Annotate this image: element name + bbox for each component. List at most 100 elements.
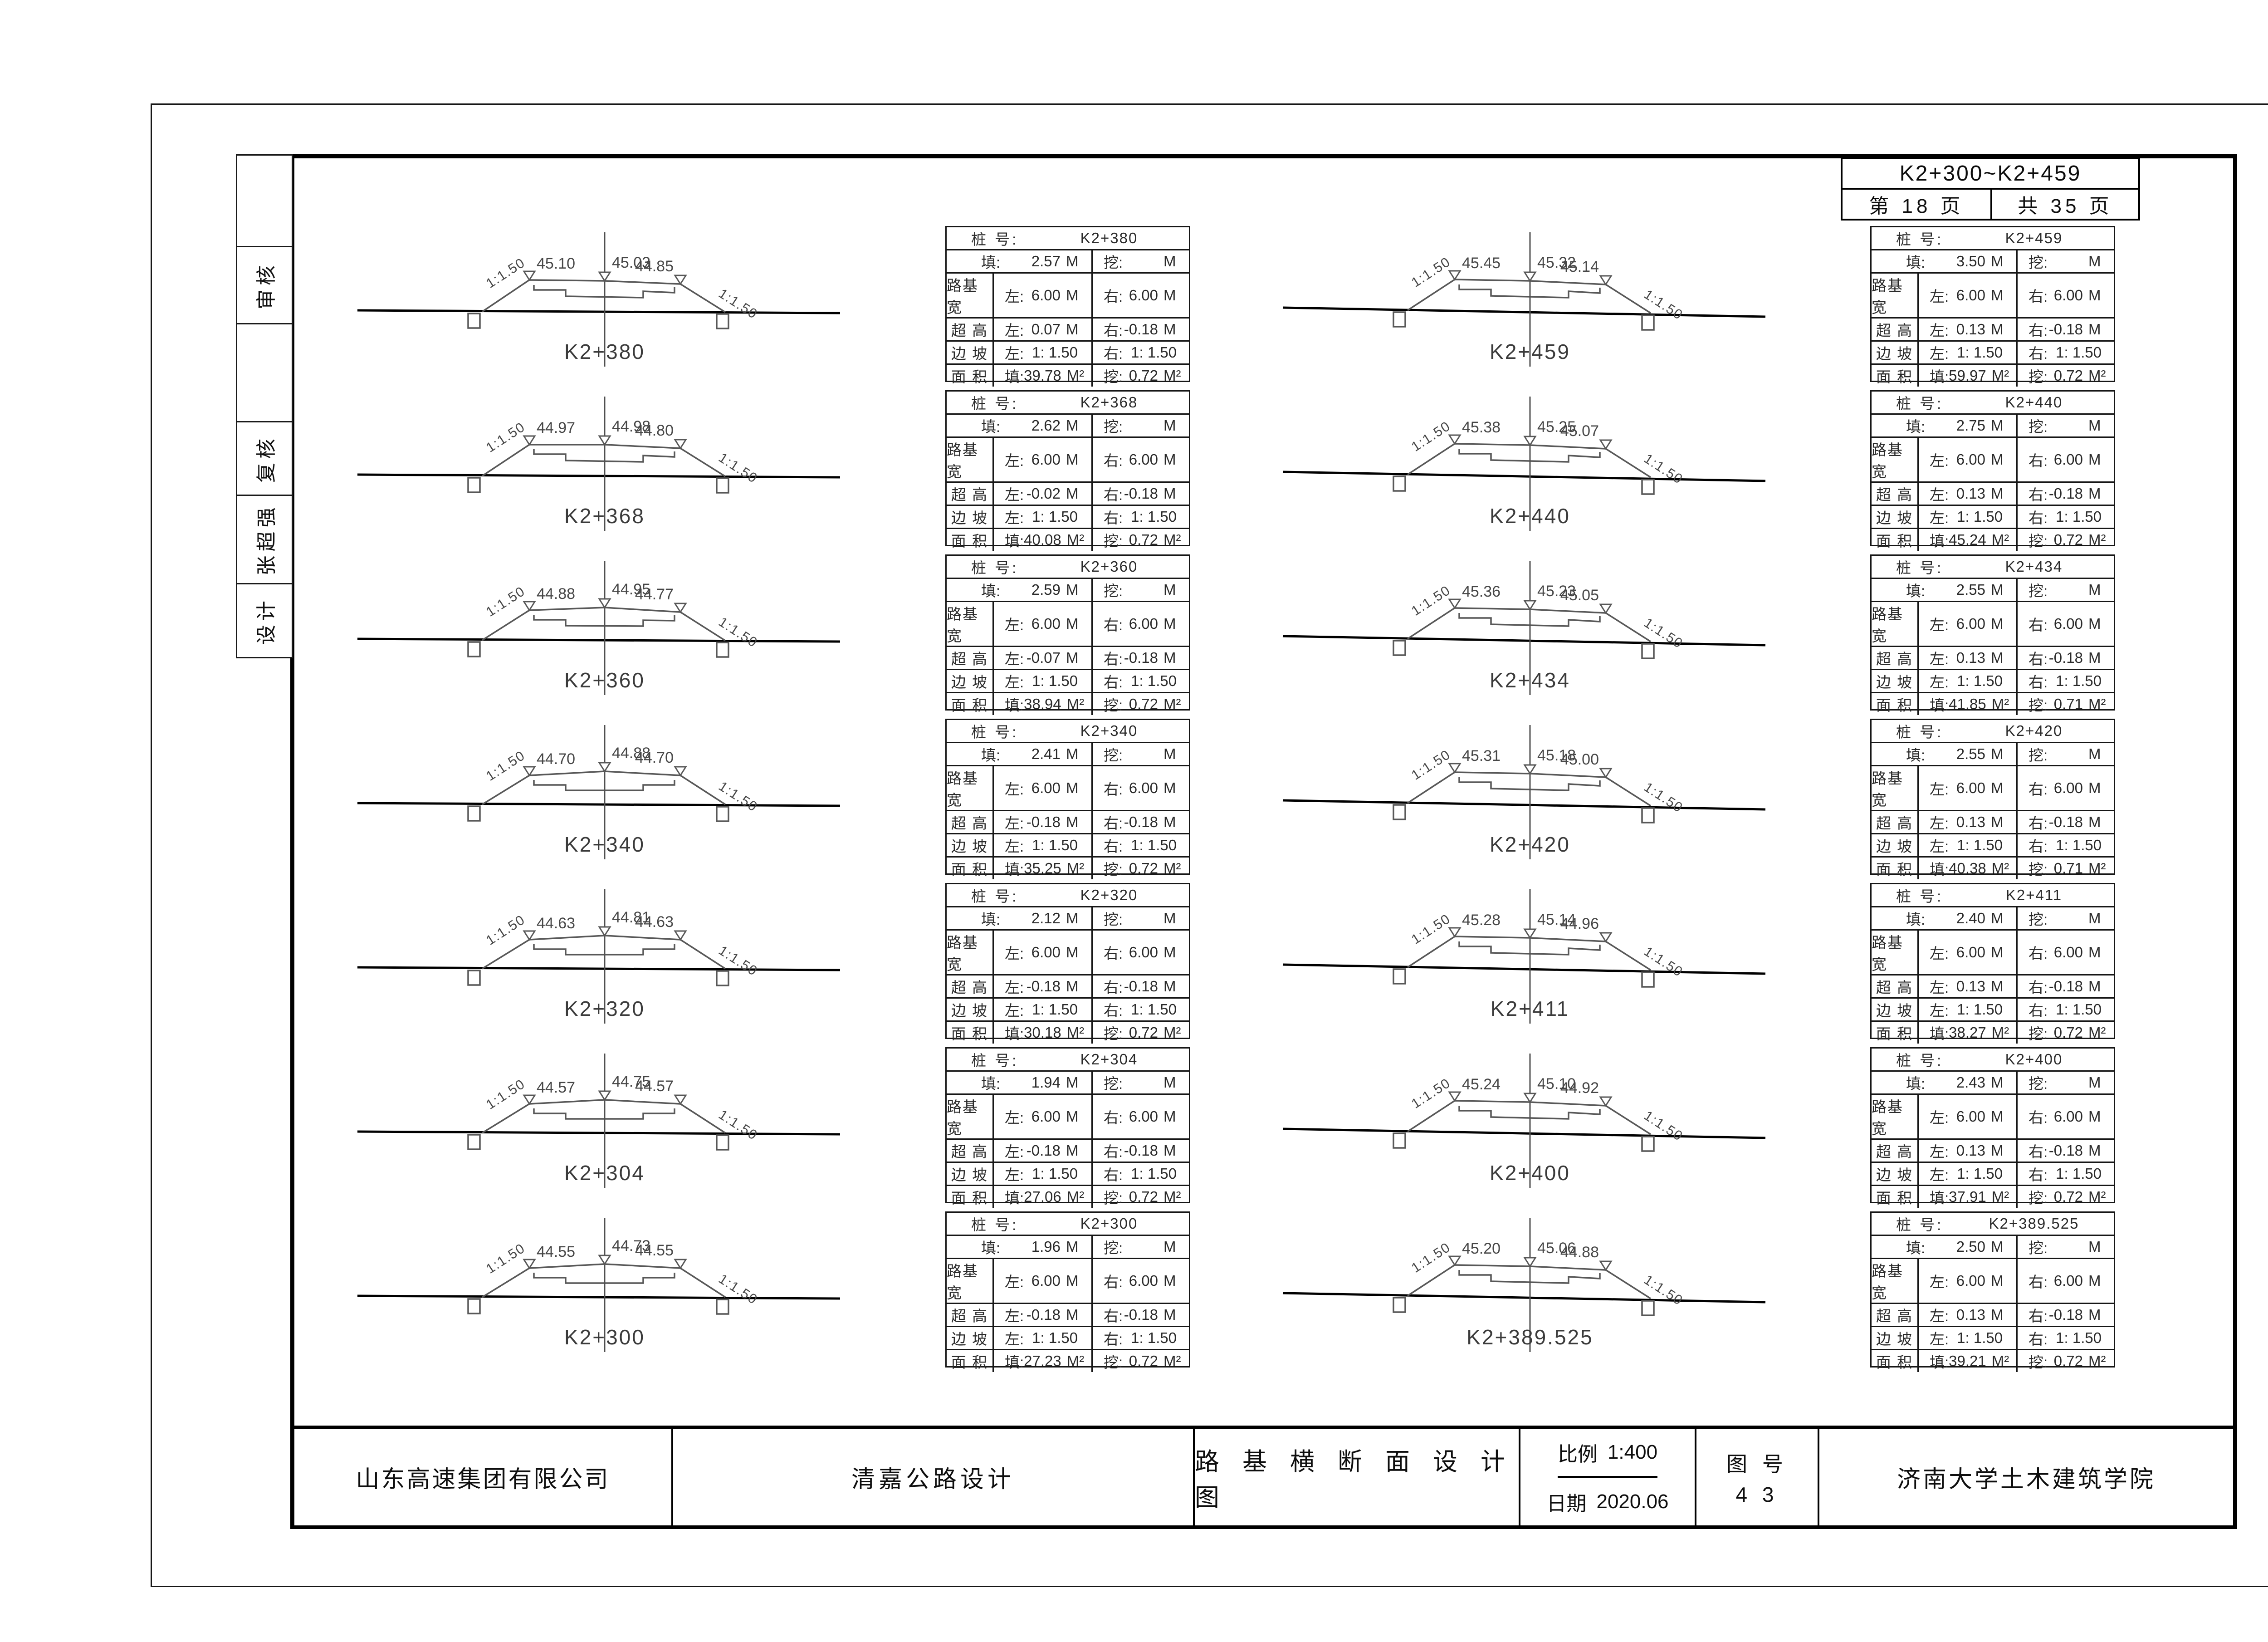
station-label: K2+389.525: [1466, 1325, 1593, 1349]
slope-label-right: 1:1.50: [716, 1107, 760, 1143]
section-table-k2+320: 桩 号: K2+320 填: 2.12 M 挖: M 路基宽 左: 6.00 M 右: 6.00 M …: [945, 883, 1190, 1044]
station-label: K2+300: [564, 1325, 645, 1349]
station-label: K2+360: [564, 668, 645, 692]
station-value: K2+459: [2005, 230, 2063, 246]
slope-label-right: 1:1.50: [1641, 615, 1686, 652]
title-block: 山东高速集团有限公司 清嘉公路设计 路 基 横 断 面 设 计 图 比例 1:40…: [294, 1426, 2233, 1525]
cross-section-k2+434: 45.36 45.23 45.05 1:1.50 1:1.50 K2+434: [1279, 549, 1769, 721]
station-label: K2+400: [1490, 1161, 1570, 1185]
elevation-left: 45.31: [1462, 747, 1501, 765]
super-left: 左: 0.07 M: [994, 319, 1093, 340]
station-label: K2+459: [1490, 340, 1570, 363]
elevation-left: 44.55: [537, 1243, 575, 1260]
elevation-center: 44.98: [612, 418, 650, 435]
institute-name: 济南大学土木建筑学院: [1818, 1429, 2233, 1525]
station-label: K2+320: [564, 997, 645, 1020]
cross-section-drawing: 44.70 44.88 44.70 1:1.50 1:1.50: [357, 725, 841, 859]
section-table-k2+304: 桩 号: K2+304 填: 1.94 M 挖: M 路基宽 左: 6.00 M 右: 6.00 M …: [945, 1047, 1190, 1208]
cross-section-drawing: 44.88 44.95 44.77 1:1.50 1:1.50: [357, 561, 841, 695]
slope-label-right: 1:1.50: [716, 1271, 760, 1308]
cross-section-drawing: 44.55 44.73 44.55 1:1.50 1:1.50: [357, 1218, 841, 1352]
elevation-center: 44.88: [612, 745, 650, 762]
date-label: 日期: [1546, 1493, 1587, 1515]
elevation-right: 44.88: [1560, 1244, 1599, 1261]
cross-section-k2+459: 45.45 45.32 45.14 1:1.50 1:1.50 K2+459: [1279, 221, 1769, 393]
station-label: K2+411: [1490, 997, 1570, 1020]
elevation-left: 45.36: [1462, 583, 1501, 600]
cut-cell: 挖: M: [1104, 253, 1176, 271]
cross-section-drawing: 45.31 45.18 45.00 1:1.50 1:1.50: [1282, 725, 1766, 859]
station-value: K2+389.525: [1989, 1215, 2079, 1232]
station-value: K2+300: [1080, 1215, 1138, 1232]
level-marker-icon: [598, 271, 611, 282]
cross-section-drawing: 45.45 45.32 45.14 1:1.50 1:1.50: [1282, 232, 1766, 367]
section-table-k2+380: 桩 号: K2+380 填: 2.57 M 挖: M 路基宽 左: 6.00 M 右: 6.00 M …: [945, 226, 1190, 387]
sidebar-blank-1: [236, 154, 293, 247]
section-table-k2+420: 桩 号: K2+420 填: 2.55 M 挖: M 路基宽 左: 6.00 M 右: 6.00 M …: [1870, 719, 2115, 879]
cross-section-drawing: 44.57 44.75 44.57 1:1.50 1:1.50: [357, 1054, 841, 1188]
elevation-left: 45.38: [1462, 419, 1501, 436]
scale-date-cell: 比例 1:400 日期 2020.06: [1519, 1429, 1695, 1525]
station-value: K2+340: [1080, 722, 1138, 739]
sidebar-signature: 张超强: [236, 495, 293, 584]
slope-left: 左: 1: 1.50: [994, 342, 1093, 363]
elevation-left: 44.70: [537, 750, 575, 768]
elevation-right: 44.92: [1560, 1079, 1599, 1097]
cross-section-k2+400: 45.24 45.10 44.92 1:1.50 1:1.50 K2+400: [1279, 1042, 1769, 1214]
slope-label-left: 1:1.50: [484, 1076, 528, 1113]
station-label: K2+380: [564, 340, 645, 363]
station-label: K2+434: [1490, 668, 1570, 692]
elevation-center: 44.95: [612, 581, 650, 598]
elevation-right: 44.80: [635, 422, 674, 439]
section-table-k2+434: 桩 号: K2+434 填: 2.55 M 挖: M 路基宽 左: 6.00 M 右: 6.00 M …: [1870, 554, 2115, 715]
figure-number-label: 图 号: [1726, 1452, 1788, 1476]
inner-border: [290, 154, 2237, 1529]
cross-section-k2+440: 45.38 45.25 45.07 1:1.50 1:1.50 K2+440: [1279, 385, 1769, 557]
super-header: 超 高: [947, 319, 994, 340]
cross-section-k2+360: 44.88 44.95 44.77 1:1.50 1:1.50 K2+360: [354, 549, 844, 721]
elevation-center: 45.18: [1537, 747, 1576, 764]
company-name: 山东高速集团有限公司: [356, 1466, 610, 1493]
elevation-right: 45.14: [1560, 258, 1599, 275]
elevation-right: 45.05: [1560, 587, 1599, 604]
outer-border: [151, 103, 2268, 1587]
station-value: K2+380: [1080, 230, 1138, 246]
level-marker-icon: [674, 274, 687, 285]
slope-right: 右: 1: 1.50: [1104, 344, 1177, 362]
toe-square: [467, 313, 481, 329]
elevation-right: 44.96: [1560, 915, 1599, 932]
elevation-center: 45.06: [1537, 1240, 1576, 1257]
elevation-right: 45.00: [1560, 751, 1599, 768]
page-number: 第 18 页: [1843, 190, 1992, 219]
elevation-center: 45.10: [1537, 1075, 1576, 1093]
slope-label-left: 1:1.50: [484, 748, 528, 784]
roadbed-right: 右: 6.00 M: [1104, 287, 1176, 305]
elevation-left: 45.20: [1462, 1240, 1501, 1257]
slope-label-right: 1:1.50: [1641, 287, 1686, 323]
cross-section-drawing: 45.20 45.06 44.88 1:1.50 1:1.50: [1282, 1218, 1766, 1352]
section-table-k2+389.525: 桩 号: K2+389.525 填: 2.50 M 挖: M 路基宽 左: 6.00 M 右: 6.…: [1870, 1211, 2115, 1372]
elevation-right: 44.85: [635, 258, 674, 275]
sidebar-blank-2: [236, 323, 293, 422]
fill-cell: 填: 2.57 M: [947, 250, 1093, 272]
station-label: K2+368: [564, 504, 645, 528]
slope-label-left: 1:1.50: [484, 912, 528, 948]
cross-section-drawing: 44.97 44.98 44.80 1:1.50 1:1.50: [357, 397, 841, 531]
slope-label-right: 1:1.50: [1641, 451, 1686, 487]
elevation-left: 45.45: [1462, 255, 1501, 272]
area-fill: 填: 39.78 M²: [994, 365, 1093, 387]
cross-section-drawing: 44.63 44.81 44.63 1:1.50 1:1.50: [357, 889, 841, 1024]
section-table-k2+400: 桩 号: K2+400 填: 2.43 M 挖: M 路基宽 左: 6.00 M 右: 6.00 M …: [1870, 1047, 2115, 1208]
elevation-center: 44.73: [612, 1237, 650, 1255]
super-right: 右: -0.18 M: [1104, 321, 1176, 339]
slope-label-right: 1:1.50: [716, 614, 760, 651]
station-value: K2+360: [1080, 558, 1138, 575]
stake-label: 桩 号:: [971, 231, 1019, 248]
sidebar-review: 审核: [236, 246, 293, 324]
cross-section-drawing: 45.38 45.25 45.07 1:1.50 1:1.50: [1282, 397, 1766, 531]
station-label: K2+304: [564, 1161, 645, 1185]
slope-label-right: 1:1.50: [716, 943, 760, 979]
elevation-left: 44.97: [537, 419, 575, 436]
signature-label: 张超强: [255, 503, 278, 576]
cross-section-drawing: 45.28 45.14 44.96 1:1.50 1:1.50: [1282, 889, 1766, 1024]
